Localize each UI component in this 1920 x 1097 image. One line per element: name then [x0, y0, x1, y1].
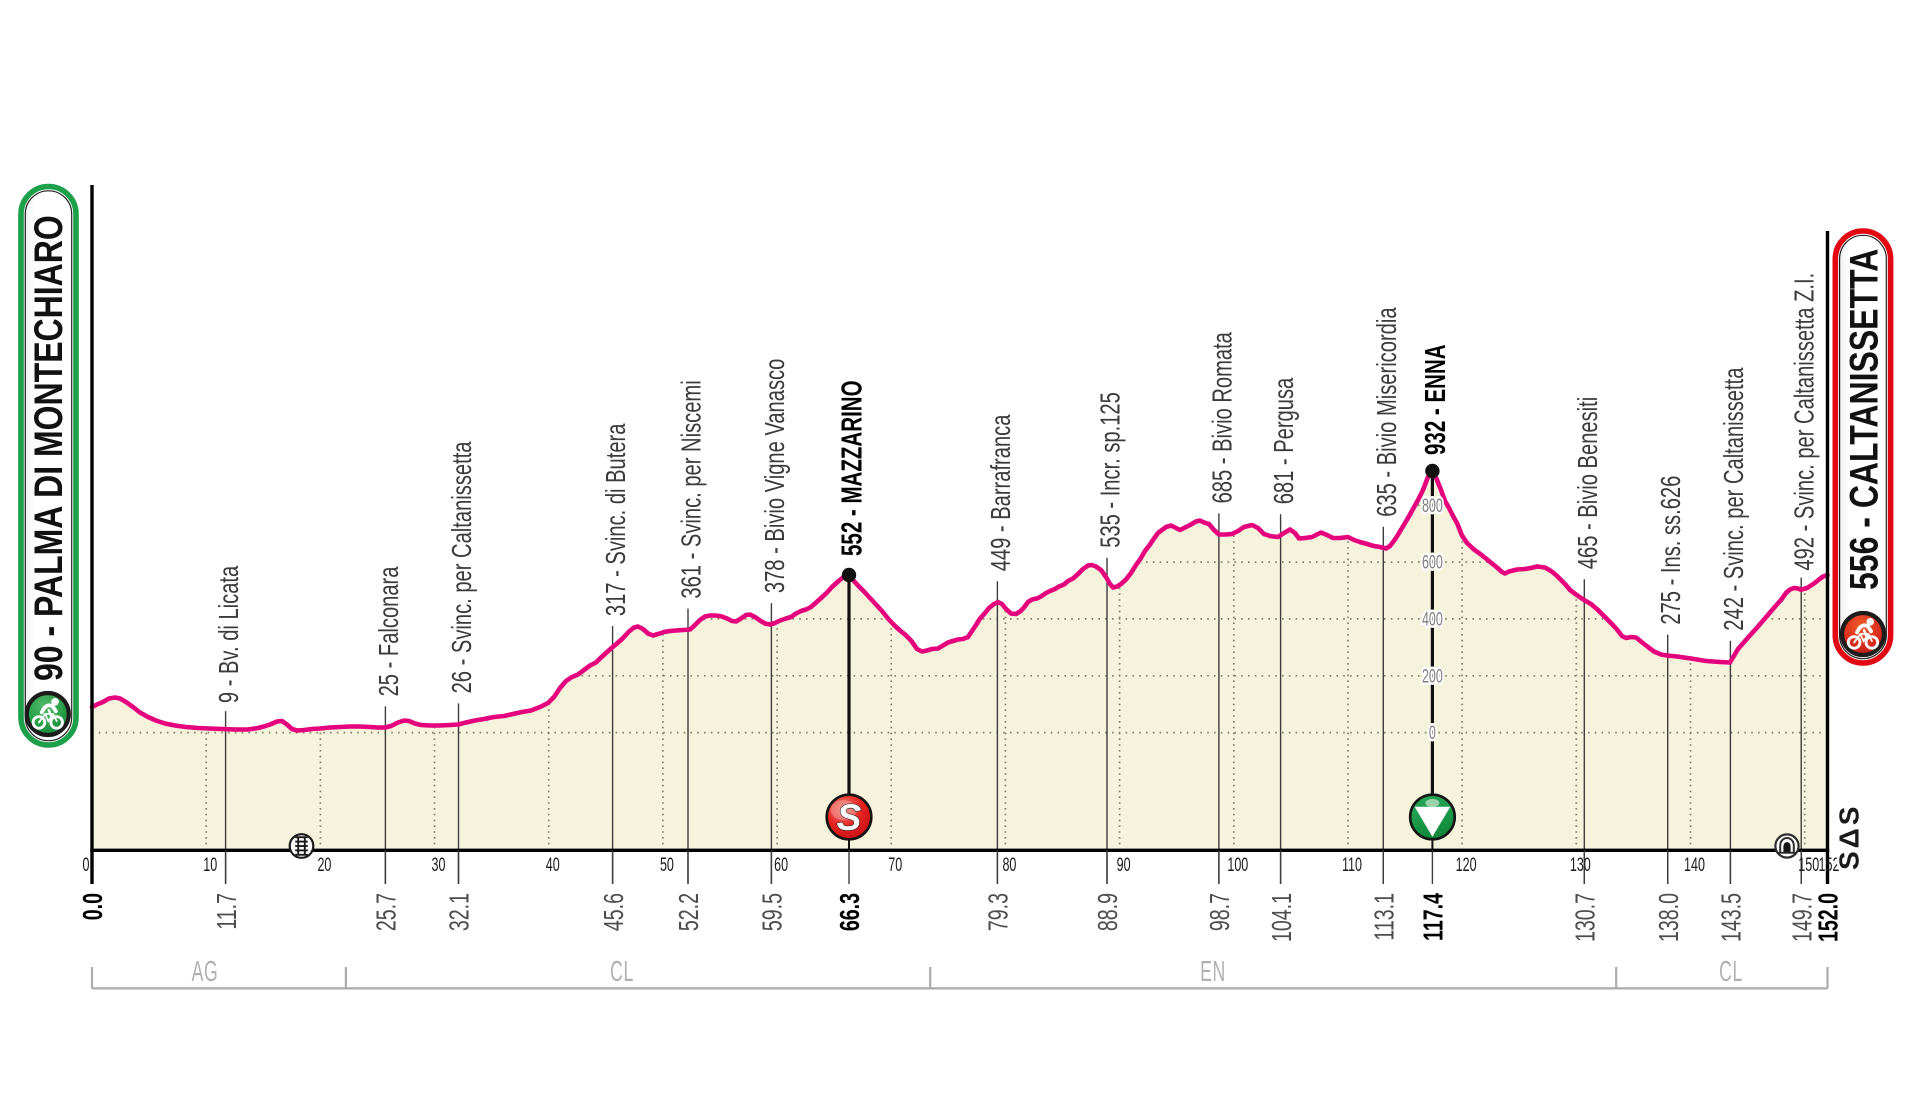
svg-text:79.3: 79.3	[983, 893, 1014, 931]
svg-text:449 - Barrafranca: 449 - Barrafranca	[986, 414, 1017, 571]
svg-text:113.1: 113.1	[1369, 893, 1400, 941]
svg-text:100: 100	[1227, 854, 1248, 875]
svg-text:465 - Bivio Benesiti: 465 - Bivio Benesiti	[1573, 397, 1604, 569]
svg-text:140: 140	[1684, 854, 1705, 875]
svg-text:30: 30	[432, 854, 446, 875]
svg-text:11.7: 11.7	[211, 893, 242, 930]
svg-text:9 - Bv. di Licata: 9 - Bv. di Licata	[214, 565, 245, 703]
svg-text:90: 90	[1117, 854, 1131, 875]
svg-text:80: 80	[1002, 854, 1016, 875]
svg-text:152.0: 152.0	[1813, 893, 1844, 942]
svg-text:685 - Bivio Romata: 685 - Bivio Romata	[1207, 332, 1238, 504]
svg-text:200: 200	[1422, 666, 1443, 687]
svg-text:242 - Svinc. per Caltanissetta: 242 - Svinc. per Caltanissetta	[1719, 367, 1750, 630]
svg-text:275 - Ins. ss.626: 275 - Ins. ss.626	[1656, 476, 1687, 625]
svg-text:CL: CL	[1719, 957, 1743, 988]
svg-text:60: 60	[774, 854, 788, 875]
svg-text:S: S	[837, 797, 862, 838]
svg-text:26 - Svinc. per Caltanissetta: 26 - Svinc. per Caltanissetta	[447, 441, 478, 693]
svg-text:10: 10	[203, 854, 217, 875]
svg-text:0.0: 0.0	[78, 893, 109, 920]
svg-text:59.5: 59.5	[757, 893, 788, 931]
svg-text:681 - Pergusa: 681 - Pergusa	[1269, 377, 1300, 504]
svg-text:88.9: 88.9	[1093, 893, 1124, 931]
svg-text:0: 0	[83, 854, 90, 875]
svg-text:150: 150	[1798, 854, 1819, 875]
svg-text:800: 800	[1422, 495, 1443, 516]
svg-text:600: 600	[1422, 552, 1443, 573]
svg-text:70: 70	[888, 854, 902, 875]
svg-text:AG: AG	[192, 957, 219, 988]
svg-text:66.3: 66.3	[835, 893, 866, 931]
svg-text:120: 120	[1456, 854, 1477, 875]
svg-text:90 - PALMA DI MONTECHIARO: 90 - PALMA DI MONTECHIARO	[26, 215, 71, 681]
svg-text:45.6: 45.6	[599, 893, 630, 931]
svg-text:138.0: 138.0	[1654, 893, 1685, 942]
svg-text:152: 152	[1819, 854, 1840, 875]
svg-text:552 - MAZZARINO: 552 - MAZZARINO	[837, 380, 868, 556]
svg-text:400: 400	[1422, 609, 1443, 630]
svg-text:CL: CL	[610, 957, 634, 988]
svg-text:EN: EN	[1200, 957, 1226, 988]
svg-text:32.1: 32.1	[444, 893, 475, 931]
svg-text:130.7: 130.7	[1570, 893, 1601, 942]
svg-text:98.7: 98.7	[1205, 893, 1236, 931]
svg-text:110: 110	[1342, 854, 1362, 875]
svg-text:117.4: 117.4	[1418, 893, 1449, 941]
svg-text:40: 40	[546, 854, 560, 875]
svg-text:492 - Svinc. per Caltanissetta: 492 - Svinc. per Caltanissetta Z.I.	[1790, 273, 1821, 571]
svg-text:SΔS: SΔS	[1834, 804, 1865, 870]
svg-text:317 - Svinc. di Butera: 317 - Svinc. di Butera	[601, 423, 632, 616]
svg-text:149.7: 149.7	[1787, 893, 1818, 942]
svg-text:25 - Falconara: 25 - Falconara	[374, 566, 405, 696]
svg-text:104.1: 104.1	[1266, 893, 1297, 942]
svg-text:361 - Svinc. per Niscemi: 361 - Svinc. per Niscemi	[676, 380, 707, 598]
svg-text:20: 20	[317, 854, 331, 875]
svg-text:50: 50	[660, 854, 674, 875]
svg-text:52.2: 52.2	[674, 893, 705, 931]
svg-text:130: 130	[1570, 854, 1591, 875]
svg-text:25.7: 25.7	[371, 893, 402, 931]
svg-text:635 - Bivio Misericordia: 635 - Bivio Misericordia	[1372, 307, 1403, 517]
svg-text:378 - Bivio Vigne Vanasco: 378 - Bivio Vigne Vanasco	[760, 359, 791, 593]
svg-text:143.5: 143.5	[1716, 893, 1747, 942]
svg-text:932 - ENNA: 932 - ENNA	[1421, 344, 1452, 455]
svg-text:535 - Incr. sp.125: 535 - Incr. sp.125	[1095, 392, 1126, 548]
svg-text:556 - CALTANISSETTA: 556 - CALTANISSETTA	[1841, 249, 1886, 590]
svg-text:0: 0	[1429, 723, 1436, 744]
